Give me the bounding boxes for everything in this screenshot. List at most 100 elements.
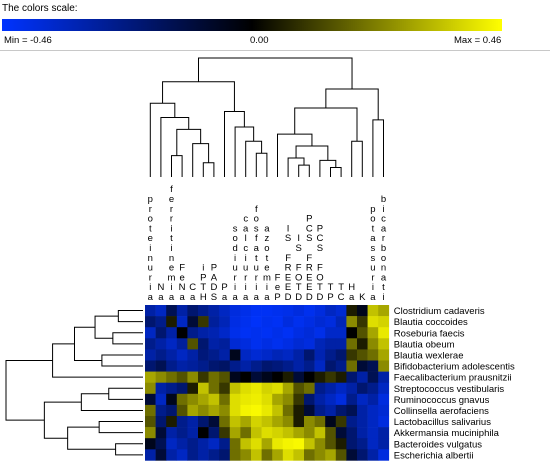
heatmap-cell xyxy=(378,404,390,417)
heatmap-cell xyxy=(314,316,326,328)
dendrogram-branch xyxy=(234,126,255,177)
heatmap-cell xyxy=(240,427,252,439)
divider xyxy=(0,50,550,51)
heatmap-cell xyxy=(155,427,167,439)
heatmap-cell xyxy=(282,349,294,361)
heatmap-cell xyxy=(272,338,284,350)
heatmap-cell xyxy=(208,427,220,439)
heatmap-cell xyxy=(229,338,241,350)
heatmap-cell xyxy=(219,305,231,317)
heatmap-cell xyxy=(357,393,368,406)
heatmap-cell xyxy=(166,393,178,406)
dendrogram-branch xyxy=(277,133,313,177)
heatmap-cell xyxy=(378,327,390,339)
heatmap-cell xyxy=(145,382,156,395)
heatmap-cell xyxy=(293,305,305,317)
heatmap-cell xyxy=(325,338,337,350)
heatmap-cell xyxy=(155,382,167,395)
heatmap-cell xyxy=(293,449,305,461)
heatmap-cell xyxy=(346,371,358,383)
row-label: Blautia coccoides xyxy=(394,317,468,328)
heatmap-cell xyxy=(325,404,337,417)
heatmap-cell xyxy=(314,371,326,383)
heatmap-cell xyxy=(251,382,262,395)
heatmap-cell xyxy=(304,305,315,317)
dendrogram-branch xyxy=(74,326,102,361)
row-label: Roseburia faecis xyxy=(394,328,465,339)
heatmap-cell xyxy=(261,349,273,361)
heatmap-cell xyxy=(187,416,199,428)
heatmap-cell xyxy=(272,393,284,406)
heatmap-cell xyxy=(166,438,178,450)
heatmap-cell xyxy=(208,382,220,395)
heatmap-cell xyxy=(272,404,284,417)
heatmap-cell xyxy=(282,338,294,350)
heatmap-cell xyxy=(261,327,273,339)
heatmap-cell xyxy=(378,349,390,361)
heatmap-cell xyxy=(293,393,305,406)
heatmap-cell xyxy=(282,305,294,317)
heatmap-cell xyxy=(304,327,315,339)
heatmap-cell xyxy=(155,316,167,328)
heatmap-cell xyxy=(229,449,241,461)
heatmap-cell xyxy=(293,404,305,417)
color-scale-max-label: Max = 0.46 xyxy=(454,35,502,46)
dendrogram-branch xyxy=(108,387,143,400)
column-label: K xyxy=(359,292,366,303)
heatmap-cell xyxy=(229,404,241,417)
heatmap-cell xyxy=(166,316,178,328)
heatmap-cell xyxy=(304,449,315,461)
heatmap-cell xyxy=(240,404,252,417)
heatmap-cell xyxy=(251,449,262,461)
heatmap-cell xyxy=(357,327,368,339)
heatmap-cell xyxy=(187,327,199,339)
heatmap-cell xyxy=(208,360,220,372)
heatmap-cell xyxy=(272,316,284,328)
heatmap-cell xyxy=(240,305,252,317)
heatmap-cell xyxy=(176,404,188,417)
heatmap-cell xyxy=(367,404,379,417)
heatmap-cell xyxy=(176,371,188,383)
heatmap-cell xyxy=(176,393,188,406)
heatmap-cell xyxy=(229,305,241,317)
heatmap-cell xyxy=(187,449,199,461)
heatmap-cell xyxy=(293,382,305,395)
dendrogram-branch xyxy=(80,393,143,411)
heatmap-cell xyxy=(367,338,379,350)
dendrogram-branch xyxy=(294,107,358,142)
heatmap-cell xyxy=(378,360,390,372)
heatmap-cell xyxy=(325,382,337,395)
heatmap-cell xyxy=(198,305,209,317)
heatmap-cell xyxy=(304,438,315,450)
heatmap-cell xyxy=(378,449,390,461)
heatmap-cell xyxy=(176,438,188,450)
heatmap-cell xyxy=(367,393,379,406)
row-label: Collinsella aerofaciens xyxy=(394,406,489,417)
heatmap-cell xyxy=(272,349,284,361)
heatmap-cell xyxy=(335,449,347,461)
heatmap-cell xyxy=(293,338,305,350)
dendrogram-branch xyxy=(171,155,183,177)
heatmap-cell xyxy=(198,338,209,350)
heatmap-cell xyxy=(272,371,284,383)
heatmap-cell xyxy=(155,449,167,461)
heatmap-cell xyxy=(367,371,379,383)
heatmap-cell xyxy=(176,416,188,428)
heatmap-cell xyxy=(357,305,368,317)
heatmap-cell xyxy=(314,449,326,461)
heatmap-cell xyxy=(251,404,262,417)
heatmap-cell xyxy=(219,393,231,406)
heatmap-cell xyxy=(282,371,294,383)
heatmap-cell xyxy=(367,360,379,372)
heatmap-cell xyxy=(346,316,358,328)
row-label: Clostridium cadaveris xyxy=(394,306,485,317)
heatmap-cell xyxy=(282,316,294,328)
